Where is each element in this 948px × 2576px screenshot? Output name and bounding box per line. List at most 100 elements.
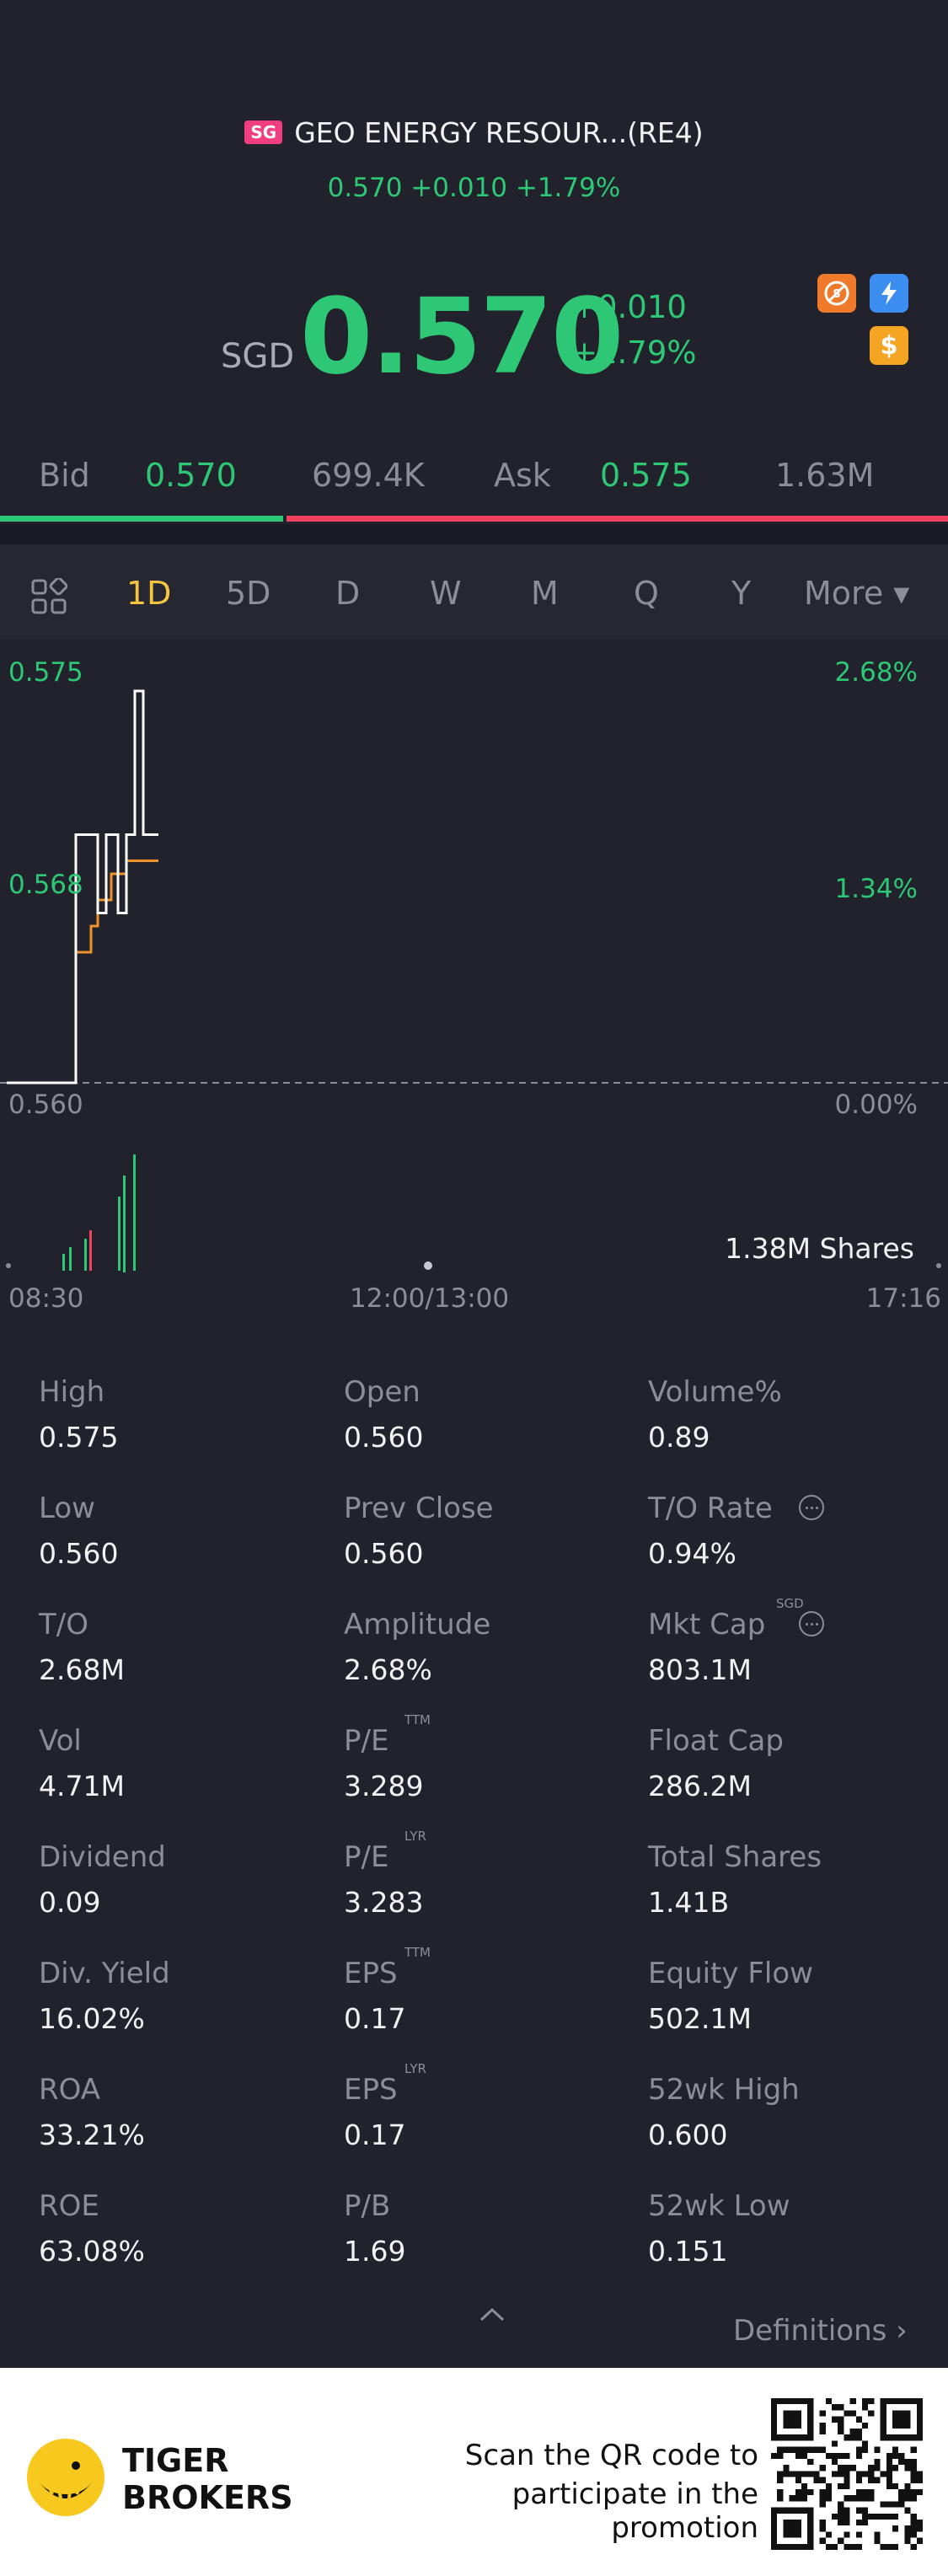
tab-1d[interactable]: 1D: [126, 575, 172, 612]
y-axis-bottom: 0.560: [8, 1090, 83, 1120]
volume-bar: [133, 1154, 136, 1271]
brand-line-1: TIGER: [122, 2442, 229, 2479]
tab-5d[interactable]: 5D: [226, 575, 271, 612]
stock-name: GEO ENERGY RESOUR...(RE4): [294, 116, 704, 149]
bid-size: 699.4K: [312, 457, 425, 494]
stat-value: 0.94%: [648, 1537, 736, 1570]
stat-label: EPS: [344, 1957, 398, 1990]
intraday-chart[interactable]: [0, 649, 948, 1315]
stat-value: 0.151: [648, 2235, 728, 2268]
stat-label: Equity Flow: [648, 1957, 813, 1990]
y-axis-mid: 0.568: [8, 870, 83, 900]
stat-label: Prev Close: [344, 1492, 494, 1525]
tab-w[interactable]: W: [430, 575, 462, 612]
stat-label: Dividend: [39, 1840, 166, 1874]
collapse-chevron-icon[interactable]: [476, 2305, 508, 2325]
ask-label: Ask: [494, 457, 551, 494]
stat-label: Amplitude: [344, 1608, 491, 1641]
stat-label: High: [39, 1375, 105, 1409]
time-dot-start: [6, 1263, 11, 1268]
chevron-right-icon: ›: [896, 2314, 908, 2348]
stat-value: 3.289: [344, 1770, 424, 1802]
stat-value: 0.560: [344, 1537, 424, 1570]
definitions-label: Definitions: [733, 2314, 887, 2348]
price-change-pct: +1.79%: [571, 335, 697, 371]
stat-label: Div. Yield: [39, 1957, 170, 1990]
info-more-icon[interactable]: [799, 1495, 824, 1520]
stat-value: 803.1M: [648, 1653, 752, 1686]
tab-more[interactable]: More ▾: [804, 575, 910, 612]
stat-superscript: TTM: [404, 1945, 431, 1960]
pct-axis-mid: 1.34%: [834, 874, 918, 904]
stat-value: 0.600: [648, 2118, 728, 2151]
lightning-icon[interactable]: [870, 274, 908, 313]
tiger-brokers-logo: [27, 2439, 104, 2516]
stat-label: T/O: [39, 1608, 88, 1641]
promo-text-1: Scan the QR code to: [464, 2439, 758, 2472]
stat-value: 286.2M: [648, 1770, 752, 1802]
qr-code[interactable]: [771, 2398, 923, 2550]
pct-axis-top: 2.68%: [834, 657, 918, 688]
tab-m[interactable]: M: [531, 575, 559, 612]
stat-value: 0.89: [648, 1421, 710, 1454]
stat-value: 0.575: [39, 1421, 119, 1454]
stat-value: 2.68%: [344, 1653, 432, 1686]
currency-label: SGD: [221, 337, 295, 376]
stat-label: 52wk Low: [648, 2189, 790, 2223]
ask-size: 1.63M: [775, 457, 875, 494]
tab-q[interactable]: Q: [634, 575, 659, 612]
layout-grid-icon[interactable]: [30, 578, 67, 615]
market-badge: SG: [244, 120, 283, 144]
stat-value: 1.41B: [648, 1886, 730, 1919]
volume-bar: [118, 1197, 121, 1271]
price-line: [7, 689, 158, 1084]
stat-value: 63.08%: [39, 2235, 145, 2268]
stat-label: ROE: [39, 2189, 99, 2223]
y-axis-top: 0.575: [8, 657, 83, 688]
stat-value: 3.283: [344, 1886, 424, 1919]
svg-text:S: S: [833, 288, 840, 301]
ask-price: 0.575: [600, 457, 692, 494]
volume-bar: [123, 1176, 126, 1272]
stat-value: 0.09: [39, 1886, 101, 1919]
stat-superscript: LYR: [404, 2061, 426, 2076]
last-price: 0.570: [300, 276, 624, 398]
stat-label: P/B: [344, 2189, 391, 2223]
no-short-icon[interactable]: S: [817, 274, 856, 313]
dollar-icon[interactable]: $: [870, 326, 908, 365]
stat-label: Volume%: [648, 1375, 782, 1409]
stat-label: Float Cap: [648, 1724, 784, 1758]
bid-price: 0.570: [145, 457, 237, 494]
stat-value: 16.02%: [39, 2002, 145, 2035]
stat-label: P/E: [344, 1724, 389, 1758]
stat-label: ROA: [39, 2073, 101, 2107]
stat-superscript: TTM: [404, 1712, 431, 1727]
volume-bars: [62, 1154, 136, 1272]
stat-label: EPS: [344, 2073, 398, 2107]
stat-label: Low: [39, 1492, 95, 1525]
promo-text-2: participate in the promotion: [511, 2477, 758, 2545]
time-end: 17:16: [865, 1283, 941, 1314]
tab-y[interactable]: Y: [731, 575, 752, 612]
volume-bar: [89, 1230, 92, 1271]
stat-value: 0.560: [344, 1421, 424, 1454]
stat-superscript: SGD: [776, 1596, 804, 1611]
stat-label: T/O Rate: [648, 1492, 773, 1525]
stat-value: 0.17: [344, 2118, 406, 2151]
stat-superscript: LYR: [404, 1829, 426, 1844]
definitions-link[interactable]: Definitions ›: [733, 2314, 908, 2348]
stat-label: P/E: [344, 1840, 389, 1874]
time-dot-mid: [424, 1261, 432, 1270]
time-dot-end: [936, 1263, 941, 1268]
volume-bar: [69, 1247, 72, 1271]
pct-axis-bottom: 0.00%: [834, 1090, 918, 1120]
info-more-icon[interactable]: [799, 1611, 824, 1636]
tab-d[interactable]: D: [335, 575, 361, 612]
header-quote-summary: 0.570 +0.010 +1.79%: [327, 173, 621, 203]
time-start: 08:30: [8, 1283, 84, 1314]
volume-bar: [62, 1254, 65, 1271]
price-change: +0.010: [571, 289, 687, 325]
bid-label: Bid: [39, 457, 90, 494]
period-tabs: 1D 5D D W M Q Y More ▾: [0, 544, 948, 639]
promo-footer: TIGER BROKERS Scan the QR code to partic…: [0, 2368, 948, 2576]
